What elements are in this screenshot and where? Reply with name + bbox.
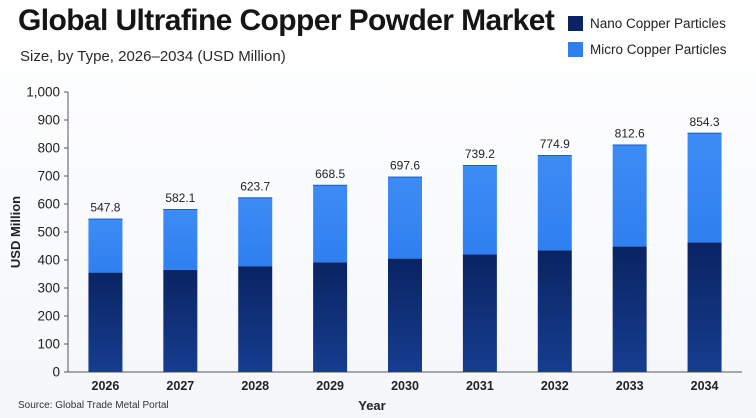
bar-total-label: 547.8 bbox=[90, 201, 120, 215]
x-tick-label: 2027 bbox=[166, 379, 194, 393]
bar-micro-2034 bbox=[687, 132, 722, 243]
x-axis-label: Year bbox=[358, 398, 385, 413]
x-tick-label: 2029 bbox=[316, 379, 344, 393]
legend-swatch-micro bbox=[568, 41, 583, 57]
bar-nano-2029 bbox=[313, 262, 348, 372]
y-tick-label: 300 bbox=[37, 281, 60, 296]
legend-item-micro: Micro Copper Particles bbox=[568, 38, 727, 60]
bar-micro-2033 bbox=[612, 144, 647, 247]
legend-item-nano: Nano Copper Particles bbox=[568, 12, 727, 34]
bar-micro-2029 bbox=[313, 184, 348, 263]
bar-micro-2032 bbox=[537, 155, 572, 251]
bar-total-label: 854.3 bbox=[690, 115, 720, 129]
x-tick-label: 2026 bbox=[92, 379, 120, 393]
chart-subtitle: Size, by Type, 2026–2034 (USD Million) bbox=[20, 48, 286, 65]
y-tick-label: 400 bbox=[37, 253, 60, 268]
bar-nano-2027 bbox=[163, 269, 198, 372]
bar-nano-2034 bbox=[687, 242, 722, 372]
bar-total-label: 739.2 bbox=[465, 147, 495, 161]
bar-micro-2027 bbox=[163, 209, 198, 270]
y-tick-label: 100 bbox=[37, 337, 60, 352]
bar-total-label: 697.6 bbox=[390, 159, 420, 173]
y-tick-label: 800 bbox=[37, 141, 60, 156]
legend: Nano Copper Particles Micro Copper Parti… bbox=[568, 12, 727, 64]
bar-nano-2028 bbox=[238, 266, 273, 372]
bar-micro-2028 bbox=[238, 197, 273, 267]
bar-total-label: 668.5 bbox=[315, 167, 345, 181]
x-tick-label: 2028 bbox=[241, 379, 269, 393]
chart-title: Global Ultrafine Copper Powder Market bbox=[18, 4, 555, 37]
y-tick-label: 1,000 bbox=[26, 85, 60, 100]
bar-micro-2026 bbox=[88, 218, 123, 273]
bar-nano-2032 bbox=[537, 250, 572, 372]
y-tick-label: 700 bbox=[37, 169, 60, 184]
x-tick-label: 2030 bbox=[391, 379, 419, 393]
y-axis-label: USD Million bbox=[8, 196, 23, 268]
legend-swatch-nano bbox=[568, 15, 583, 31]
x-tick-label: 2033 bbox=[616, 379, 644, 393]
bar-nano-2030 bbox=[388, 258, 422, 372]
legend-label-nano: Nano Copper Particles bbox=[590, 15, 726, 31]
bar-total-label: 812.6 bbox=[615, 126, 645, 140]
legend-label-micro: Micro Copper Particles bbox=[590, 41, 727, 57]
bar-nano-2033 bbox=[612, 246, 647, 372]
y-tick-label: 500 bbox=[37, 225, 60, 240]
bar-micro-2031 bbox=[462, 165, 497, 255]
bar-nano-2031 bbox=[462, 254, 497, 372]
y-tick-label: 200 bbox=[37, 309, 60, 324]
y-tick-label: 600 bbox=[37, 197, 60, 212]
bar-nano-2026 bbox=[88, 272, 123, 372]
x-tick-label: 2032 bbox=[541, 379, 569, 393]
bar-total-label: 582.1 bbox=[165, 191, 195, 205]
y-tick-label: 900 bbox=[37, 113, 60, 128]
bar-micro-2030 bbox=[388, 176, 422, 259]
bar-total-label: 774.9 bbox=[540, 137, 570, 151]
y-tick-label: 0 bbox=[52, 365, 60, 380]
bar-total-label: 623.7 bbox=[240, 179, 270, 193]
x-tick-label: 2034 bbox=[691, 379, 719, 393]
x-tick-label: 2031 bbox=[466, 379, 494, 393]
source-note: Source: Global Trade Metal Portal bbox=[18, 400, 169, 411]
